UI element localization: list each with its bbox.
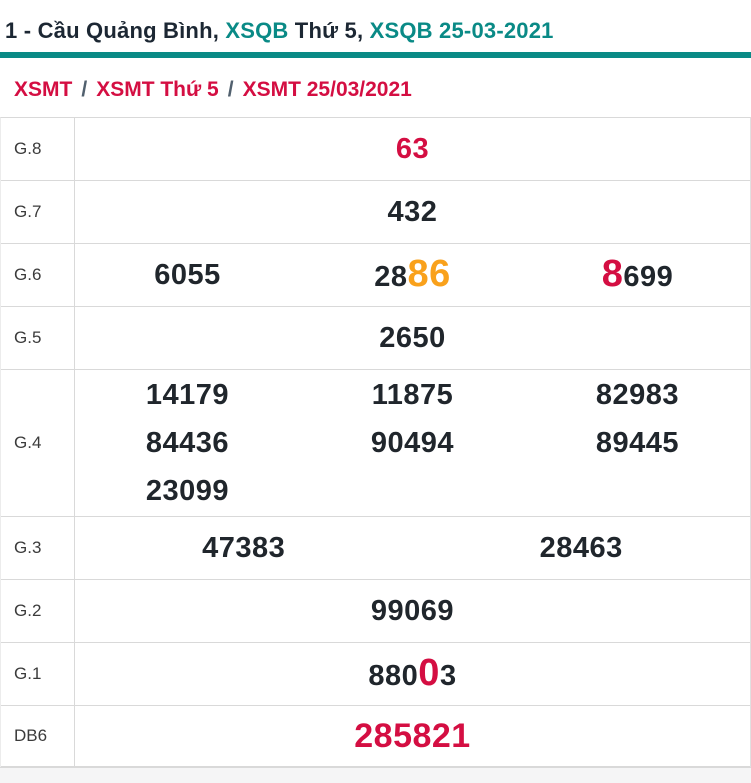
- prize-label: G.2: [1, 580, 75, 642]
- number-segment: 11875: [371, 379, 454, 411]
- number-segment: 6055: [154, 259, 221, 291]
- highlighted-digit: 0: [418, 651, 440, 694]
- prize-number: 11875: [372, 371, 454, 419]
- number-segment: 23099: [145, 475, 230, 507]
- breadcrumb-item[interactable]: XSMT Thứ 5: [96, 78, 219, 101]
- number-segment: 2650: [379, 322, 446, 354]
- prize-number: 432: [388, 188, 438, 236]
- prize-number: 8699: [602, 250, 674, 301]
- breadcrumb-separator: /: [81, 78, 88, 101]
- number-segment: 90494: [370, 427, 455, 459]
- prize-number: 2886: [374, 250, 451, 301]
- title-segment: Thứ 5,: [288, 18, 370, 43]
- prize-values: 88003: [75, 643, 750, 705]
- number-segment: 47383: [202, 532, 286, 564]
- prize-number: 82983: [596, 371, 679, 419]
- prize-number: 47383: [202, 524, 285, 572]
- number-segment: 880: [368, 659, 419, 692]
- number-segment: 28463: [539, 532, 623, 564]
- breadcrumb-item[interactable]: XSMT 25/03/2021: [242, 78, 412, 101]
- prize-values: 14179 11875 82983 84436 90494 89445 23099: [75, 370, 750, 516]
- prize-number: 88003: [368, 649, 456, 700]
- prize-number: 23099: [146, 467, 229, 515]
- prize-number: 63: [396, 125, 429, 173]
- table-row-g5: G.5 2650: [1, 307, 750, 370]
- table-row-g7: G.7 432: [1, 181, 750, 244]
- number-segment: 99069: [370, 595, 455, 627]
- table-row-g6: G.6 6055 2886 8699: [1, 244, 750, 307]
- table-row-g3: G.3 47383 28463: [1, 517, 750, 580]
- prize-label: G.5: [1, 307, 75, 369]
- highlighted-digit: 8: [601, 252, 624, 295]
- prize-number: 6055: [154, 251, 221, 299]
- prize-number: 99069: [371, 587, 454, 635]
- prize-number: 89445: [596, 419, 679, 467]
- prize-number: 14179: [146, 371, 229, 419]
- highlighted-digit: 86: [407, 252, 451, 295]
- prize-number: 28463: [540, 524, 623, 572]
- number-segment: 84436: [145, 427, 230, 459]
- number-segment: 432: [387, 196, 438, 228]
- prize-number: 285821: [354, 714, 470, 758]
- prize-label: DB6: [1, 706, 75, 766]
- prize-values: 285821: [75, 706, 750, 766]
- prize-values: 432: [75, 181, 750, 243]
- prize-label: G.4: [1, 370, 75, 516]
- prize-number: 90494: [371, 419, 454, 467]
- table-row-g8: G.8 63: [1, 118, 750, 181]
- number-segment: 63: [395, 133, 430, 165]
- prize-label: G.3: [1, 517, 75, 579]
- prize-values: 63: [75, 118, 750, 180]
- prize-label: G.6: [1, 244, 75, 306]
- prize-values: 47383 28463: [75, 517, 750, 579]
- prize-number: 2650: [379, 314, 446, 362]
- results-table: G.8 63 G.7 432 G.6 6055 2886 8699 G.5 2650 G.4 1417…: [0, 117, 751, 767]
- number-segment: 89445: [595, 427, 680, 459]
- number-segment: 28: [374, 260, 408, 293]
- breadcrumb-separator: /: [227, 78, 234, 101]
- breadcrumb: XSMT / XSMT Thứ 5 / XSMT 25/03/2021: [0, 58, 751, 117]
- number-segment: 3: [439, 659, 457, 692]
- table-row-db6: DB6 285821: [1, 706, 750, 767]
- prize-number: 84436: [146, 419, 229, 467]
- number-segment: 285821: [354, 717, 471, 755]
- teal-divider: [0, 52, 751, 58]
- breadcrumb-item[interactable]: XSMT: [14, 78, 73, 101]
- footer-band: [0, 767, 751, 783]
- table-row-g4: G.4 14179 11875 82983 84436 90494 89445 23099: [1, 370, 750, 517]
- prize-label: G.8: [1, 118, 75, 180]
- number-segment: 699: [623, 260, 674, 293]
- prize-values: 2650: [75, 307, 750, 369]
- page-title: 1 - Cầu Quảng Bình, XSQB Thứ 5, XSQB 25-…: [0, 0, 751, 52]
- prize-values: 6055 2886 8699: [75, 244, 750, 306]
- number-segment: 14179: [145, 379, 230, 411]
- number-segment: 82983: [595, 379, 680, 411]
- table-row-g1: G.1 88003: [1, 643, 750, 706]
- table-row-g2: G.2 99069: [1, 580, 750, 643]
- title-segment: XSQB 25-03-2021: [369, 18, 554, 43]
- prize-label: G.7: [1, 181, 75, 243]
- title-segment: 1 - Cầu Quảng Bình,: [5, 18, 226, 43]
- prize-label: G.1: [1, 643, 75, 705]
- title-segment: XSQB: [225, 18, 289, 43]
- prize-values: 99069: [75, 580, 750, 642]
